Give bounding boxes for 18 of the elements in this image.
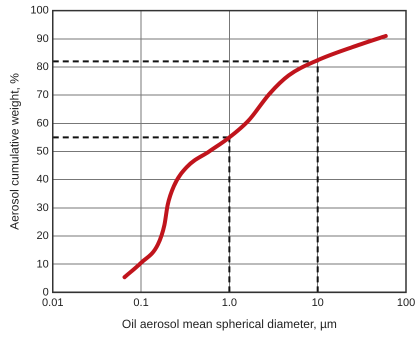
y-tick-label: 90 — [36, 32, 49, 45]
x-axis-title: Oil aerosol mean spherical diameter, µm — [122, 317, 337, 332]
y-tick-label: 30 — [36, 202, 49, 214]
x-tick-label: 1.0 — [222, 297, 238, 310]
y-tick-label: 100 — [30, 4, 49, 17]
y-axis-title: Aerosol cumulative weight, % — [8, 72, 22, 230]
y-tick-label: 40 — [36, 174, 49, 186]
y-tick-label: 10 — [36, 258, 49, 270]
y-tick-label: 80 — [36, 60, 49, 73]
x-tick-label: 10 — [312, 297, 324, 310]
y-tick-label: 70 — [36, 89, 49, 102]
x-tick-label: 0.1 — [133, 297, 149, 310]
y-tick-label: 60 — [36, 117, 49, 130]
y-tick-label: 0 — [42, 286, 49, 298]
x-tick-label: 100 — [396, 297, 416, 310]
x-tick-label: 0.01 — [42, 297, 64, 310]
y-tick-label: 50 — [36, 146, 49, 158]
y-tick-label: 20 — [36, 230, 49, 242]
